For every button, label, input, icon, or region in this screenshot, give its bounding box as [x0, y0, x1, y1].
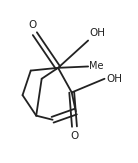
Text: OH: OH — [106, 74, 122, 84]
Text: OH: OH — [89, 28, 105, 38]
Text: O: O — [28, 20, 36, 30]
Text: Me: Me — [89, 61, 104, 71]
Text: O: O — [70, 131, 79, 141]
